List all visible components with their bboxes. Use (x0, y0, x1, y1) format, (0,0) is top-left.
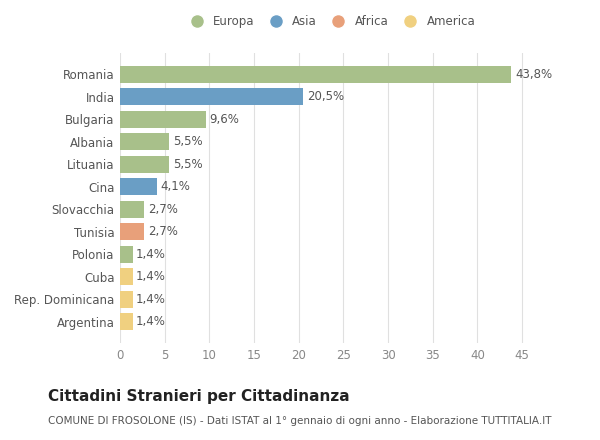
Bar (120, 313, 133, 330)
Text: 1,4%: 1,4% (136, 270, 166, 283)
Text: 4,1%: 4,1% (160, 180, 190, 193)
Bar (120, 66, 511, 83)
Text: 5,5%: 5,5% (173, 136, 202, 148)
Bar (120, 178, 157, 195)
Text: 1,4%: 1,4% (136, 293, 166, 306)
Bar (120, 88, 303, 105)
Text: 2,7%: 2,7% (148, 225, 178, 238)
Bar (120, 133, 169, 150)
Bar (120, 201, 144, 218)
Bar (120, 156, 169, 173)
Bar (120, 223, 144, 240)
Text: 1,4%: 1,4% (136, 315, 166, 328)
Legend: Europa, Asia, Africa, America: Europa, Asia, Africa, America (185, 15, 475, 28)
Bar (120, 291, 133, 308)
Text: 43,8%: 43,8% (515, 68, 552, 81)
Text: 5,5%: 5,5% (173, 158, 202, 171)
Text: 9,6%: 9,6% (209, 113, 239, 126)
Bar (120, 111, 206, 128)
Text: 1,4%: 1,4% (136, 248, 166, 260)
Bar (120, 268, 133, 285)
Text: 2,7%: 2,7% (148, 203, 178, 216)
Text: 20,5%: 20,5% (307, 90, 344, 103)
Text: Cittadini Stranieri per Cittadinanza: Cittadini Stranieri per Cittadinanza (48, 389, 350, 404)
Bar (120, 246, 133, 263)
Text: COMUNE DI FROSOLONE (IS) - Dati ISTAT al 1° gennaio di ogni anno - Elaborazione : COMUNE DI FROSOLONE (IS) - Dati ISTAT al… (48, 416, 551, 426)
